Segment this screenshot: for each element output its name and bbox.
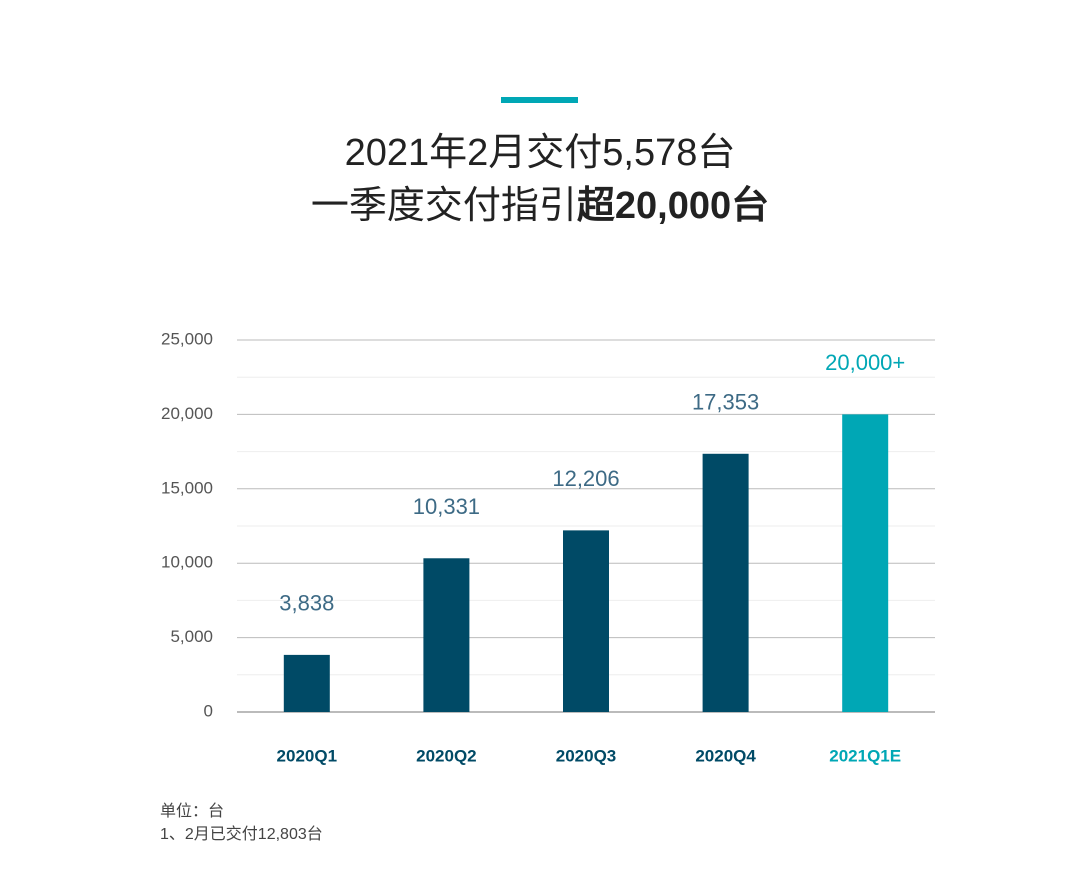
y-tick-label: 10,000 <box>161 553 213 572</box>
x-tick-label: 2020Q2 <box>416 746 477 765</box>
bar <box>423 558 470 712</box>
note: 单位：台 <box>160 802 224 820</box>
y-tick-label: 5,000 <box>170 627 213 646</box>
chart-subtitle: 一季度交付指引超20,000台 <box>311 185 769 227</box>
x-tick-label: 2020Q1 <box>277 746 338 765</box>
y-tick-label: 20,000 <box>161 404 213 423</box>
x-tick-label: 2020Q4 <box>695 746 756 765</box>
bar <box>563 530 609 712</box>
x-tick-label: 2021Q1E <box>829 746 901 765</box>
value-label: 17,353 <box>692 390 759 415</box>
y-tick-label: 15,000 <box>161 478 213 497</box>
bar <box>702 453 749 712</box>
value-label: 10,331 <box>413 494 480 519</box>
subtitle-bold: 超20,000台 <box>577 185 769 227</box>
note: 1、2月已交付12,803台 <box>160 825 323 843</box>
accent-bar <box>501 97 578 103</box>
y-tick-label: 0 <box>204 701 213 720</box>
bar <box>842 414 889 712</box>
chart-title: 2021年2月交付5,578台 <box>345 132 736 174</box>
value-label: 3,838 <box>279 591 334 616</box>
x-tick-label: 2020Q3 <box>556 746 617 765</box>
value-label: 20,000+ <box>825 350 905 375</box>
value-label: 12,206 <box>552 466 619 491</box>
y-tick-label: 25,000 <box>161 329 213 348</box>
subtitle-normal: 一季度交付指引 <box>311 185 577 227</box>
bar <box>283 654 330 712</box>
